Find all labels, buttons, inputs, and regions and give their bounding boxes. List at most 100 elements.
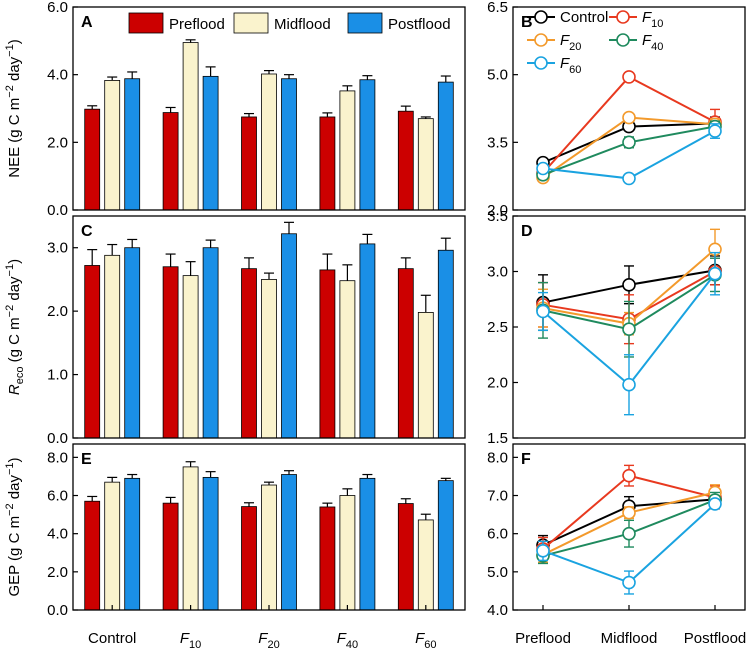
y-tick-label-E-1: 2.0	[47, 564, 68, 581]
y-tick-label-B-2: 5.0	[487, 67, 508, 84]
legend-swatch-Midflood	[233, 12, 269, 34]
bar-A-Preflood-F40	[319, 116, 336, 211]
bar-A-Postflood-F40	[359, 79, 376, 211]
legend-label-F20: F20	[560, 32, 581, 53]
point-F-F20-1	[622, 505, 636, 520]
bar-E-Postflood-F10	[202, 476, 219, 611]
bar-E-Postflood-F40	[359, 477, 376, 611]
bar-A-Preflood-F20	[241, 116, 257, 211]
legend-swatch-Postflood	[347, 12, 383, 34]
legend-label-F60: F60	[560, 55, 581, 76]
y-tick-label-B-3: 6.5	[487, 0, 508, 16]
legend-marker-F60	[534, 56, 548, 70]
point-F-F60-1	[622, 575, 636, 590]
bar-A-Midflood-F40	[339, 90, 356, 211]
bar-E-Midflood-F60	[417, 519, 434, 611]
bar-C-Preflood-F10	[162, 266, 179, 439]
x-tick-label-line-2: Postflood	[684, 630, 747, 647]
bar-C-Postflood-F20	[281, 233, 297, 439]
y-tick-label-D-4: 3.5	[487, 208, 508, 225]
point-F-F40-1	[622, 526, 636, 541]
bar-C-Postflood-F60	[437, 249, 454, 439]
point-B-F20-1	[622, 110, 636, 125]
bar-E-Preflood-F60	[397, 503, 414, 611]
bar-E-Postflood-F60	[437, 480, 454, 611]
legend-label-Preflood: Preflood	[169, 16, 225, 33]
bar-C-Midflood-F40	[339, 280, 356, 439]
point-D-F60-1	[622, 377, 636, 392]
y-tick-label-E-2: 4.0	[47, 526, 68, 543]
bar-E-Postflood-F20	[281, 474, 297, 611]
panel-C-frame	[72, 215, 466, 439]
x-tick-label-line-1: Midflood	[601, 630, 658, 647]
bar-E-Midflood-F20	[261, 484, 277, 611]
legend-label-Postflood: Postflood	[388, 16, 451, 33]
line-B-F40	[542, 125, 716, 176]
panel-label-C: C	[81, 223, 93, 240]
bar-C-Postflood-F10	[202, 247, 219, 439]
y-tick-label-C-3: 3.0	[47, 240, 68, 257]
y-tick-label-F-3: 7.0	[487, 488, 508, 505]
bar-C-Preflood-F40	[319, 269, 336, 439]
y-tick-label-D-0: 1.5	[487, 430, 508, 447]
legend-label-F10: F10	[642, 9, 663, 30]
bar-E-Preflood-Control	[84, 500, 101, 611]
y-axis-label-A: NEE (g C m−2 day−1)	[4, 39, 23, 177]
y-tick-label-B-1: 3.5	[487, 134, 508, 151]
y-tick-label-E-4: 8.0	[47, 449, 68, 466]
y-tick-label-A-3: 6.0	[47, 0, 68, 16]
x-tick-label-line-0: Preflood	[515, 630, 571, 647]
bar-C-Midflood-F20	[261, 279, 277, 439]
y-tick-label-A-1: 2.0	[47, 134, 68, 151]
x-tick-label-bar-1: F10	[180, 630, 201, 648]
y-tick-label-B-0: 2.0	[487, 202, 508, 219]
bar-C-Midflood-Control	[104, 254, 121, 439]
bar-A-Preflood-F60	[397, 110, 414, 211]
x-tick-label-bar-2: F20	[258, 630, 279, 648]
bar-A-Midflood-Control	[104, 80, 121, 211]
bar-C-Preflood-F20	[241, 268, 257, 439]
bar-A-Preflood-Control	[84, 108, 101, 211]
x-tick-label-bar-4: F60	[415, 630, 436, 648]
point-D-Control-1	[622, 278, 636, 292]
legend-marker-F40	[616, 33, 630, 47]
y-tick-label-E-3: 6.0	[47, 488, 68, 505]
bar-E-Preflood-F40	[319, 506, 336, 611]
y-tick-label-A-0: 0.0	[47, 202, 68, 219]
legend-label-Midflood: Midflood	[274, 16, 331, 33]
panel-label-B: B	[521, 14, 533, 31]
point-B-F40-1	[622, 135, 636, 150]
panel-label-F: F	[521, 451, 531, 468]
y-axis-label-E: GEP (g C m−2 day−1)	[4, 457, 23, 596]
y-tick-label-C-1: 1.0	[47, 367, 68, 384]
point-B-F60-1	[622, 171, 636, 186]
point-D-F40-1	[622, 322, 636, 337]
bar-C-Preflood-Control	[84, 265, 101, 439]
y-tick-label-E-0: 0.0	[47, 602, 68, 619]
bar-A-Postflood-F20	[281, 78, 297, 211]
point-B-F60-0	[536, 161, 550, 176]
y-tick-label-F-0: 4.0	[487, 602, 508, 619]
y-tick-label-D-3: 3.0	[487, 264, 508, 281]
legend-swatch-Preflood	[128, 12, 164, 34]
legend-marker-F20	[534, 33, 548, 47]
legend-label-Control: Control	[560, 9, 608, 26]
bar-C-Midflood-F60	[417, 312, 434, 439]
point-F-F10-1	[622, 468, 636, 483]
point-D-F60-2	[708, 266, 722, 281]
point-F-F60-2	[708, 497, 722, 511]
bar-E-Preflood-F20	[241, 506, 257, 611]
panel-label-D: D	[521, 223, 533, 240]
bar-E-Postflood-Control	[124, 477, 141, 611]
bar-A-Midflood-F10	[182, 42, 199, 211]
bar-C-Preflood-F60	[397, 268, 414, 439]
bar-E-Midflood-F10	[182, 466, 199, 611]
y-tick-label-C-0: 0.0	[47, 430, 68, 447]
y-tick-label-D-1: 2.0	[487, 375, 508, 392]
bar-A-Preflood-F10	[162, 112, 179, 211]
bar-A-Midflood-F60	[417, 118, 434, 211]
legend-marker-F10	[616, 10, 630, 24]
bar-E-Midflood-F40	[339, 495, 356, 611]
panel-B-frame	[512, 6, 746, 211]
